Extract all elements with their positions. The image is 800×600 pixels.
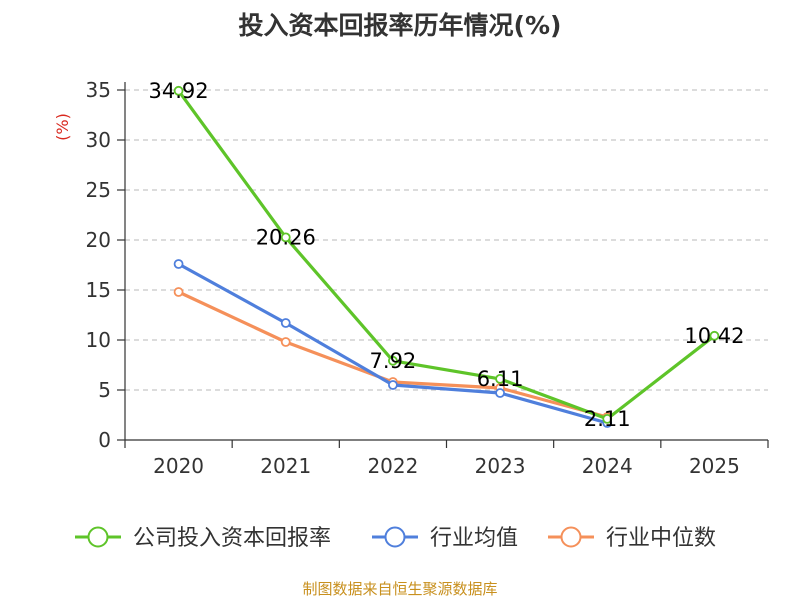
x-tick-label: 2024 — [582, 454, 633, 478]
grid-layer — [125, 89, 768, 391]
series-0-point — [388, 355, 398, 366]
legend-marker-2 — [560, 526, 582, 548]
series-2-point — [173, 287, 184, 297]
chart-title: 投入资本回报率历年情况(%) — [239, 11, 562, 40]
y-tick-label: 25 — [86, 178, 111, 202]
x-tick-label: 2025 — [689, 454, 740, 478]
y-tick-label: 20 — [86, 228, 111, 252]
series-0-point — [602, 413, 613, 424]
series-2-point — [280, 337, 291, 347]
series-0-point — [709, 330, 720, 341]
series-1-point — [388, 380, 398, 390]
x-tick-label: 2020 — [153, 454, 204, 478]
source-note: 制图数据来自恒生聚源数据库 — [302, 580, 497, 598]
y-tick-label: 0 — [98, 428, 111, 452]
legend-marker-0 — [87, 526, 109, 548]
data-label-layer: 34.92 20.26 7.92 6.11 2.11 10.42 — [149, 79, 745, 431]
series-0-point — [173, 85, 184, 96]
legend: 公司投入资本回报率 行业均值 行业中位数 — [75, 526, 716, 551]
legend-label-2: 行业中位数 — [606, 526, 716, 551]
series-0-point — [280, 232, 291, 243]
legend-label-1: 行业均值 — [430, 526, 518, 551]
y-axis-unit: (%) — [53, 113, 72, 141]
x-tick-label: 2023 — [475, 454, 526, 478]
data-label: 2.11 — [584, 407, 631, 431]
series-1-point — [280, 318, 291, 328]
y-tick-label: 5 — [98, 378, 111, 402]
data-label: 34.92 — [149, 79, 209, 103]
series-0-point — [495, 373, 505, 384]
y-tick-label: 35 — [86, 78, 111, 102]
data-label: 10.42 — [684, 324, 744, 348]
series-layer — [173, 85, 720, 428]
y-tick-label: 10 — [86, 328, 111, 352]
x-tick-label: 2022 — [367, 454, 418, 478]
series-line-0 — [177, 89, 716, 421]
data-label: 7.92 — [370, 349, 417, 373]
legend-marker-1 — [384, 526, 406, 548]
series-1-point — [495, 388, 505, 398]
data-label: 6.11 — [477, 367, 524, 391]
y-tick-label: 30 — [86, 128, 111, 152]
series-1-point — [173, 259, 184, 269]
x-tick-label: 2021 — [260, 454, 311, 478]
legend-label-0: 公司投入资本回报率 — [133, 526, 331, 551]
y-tick-label: 15 — [86, 278, 111, 302]
data-label: 20.26 — [256, 225, 316, 249]
